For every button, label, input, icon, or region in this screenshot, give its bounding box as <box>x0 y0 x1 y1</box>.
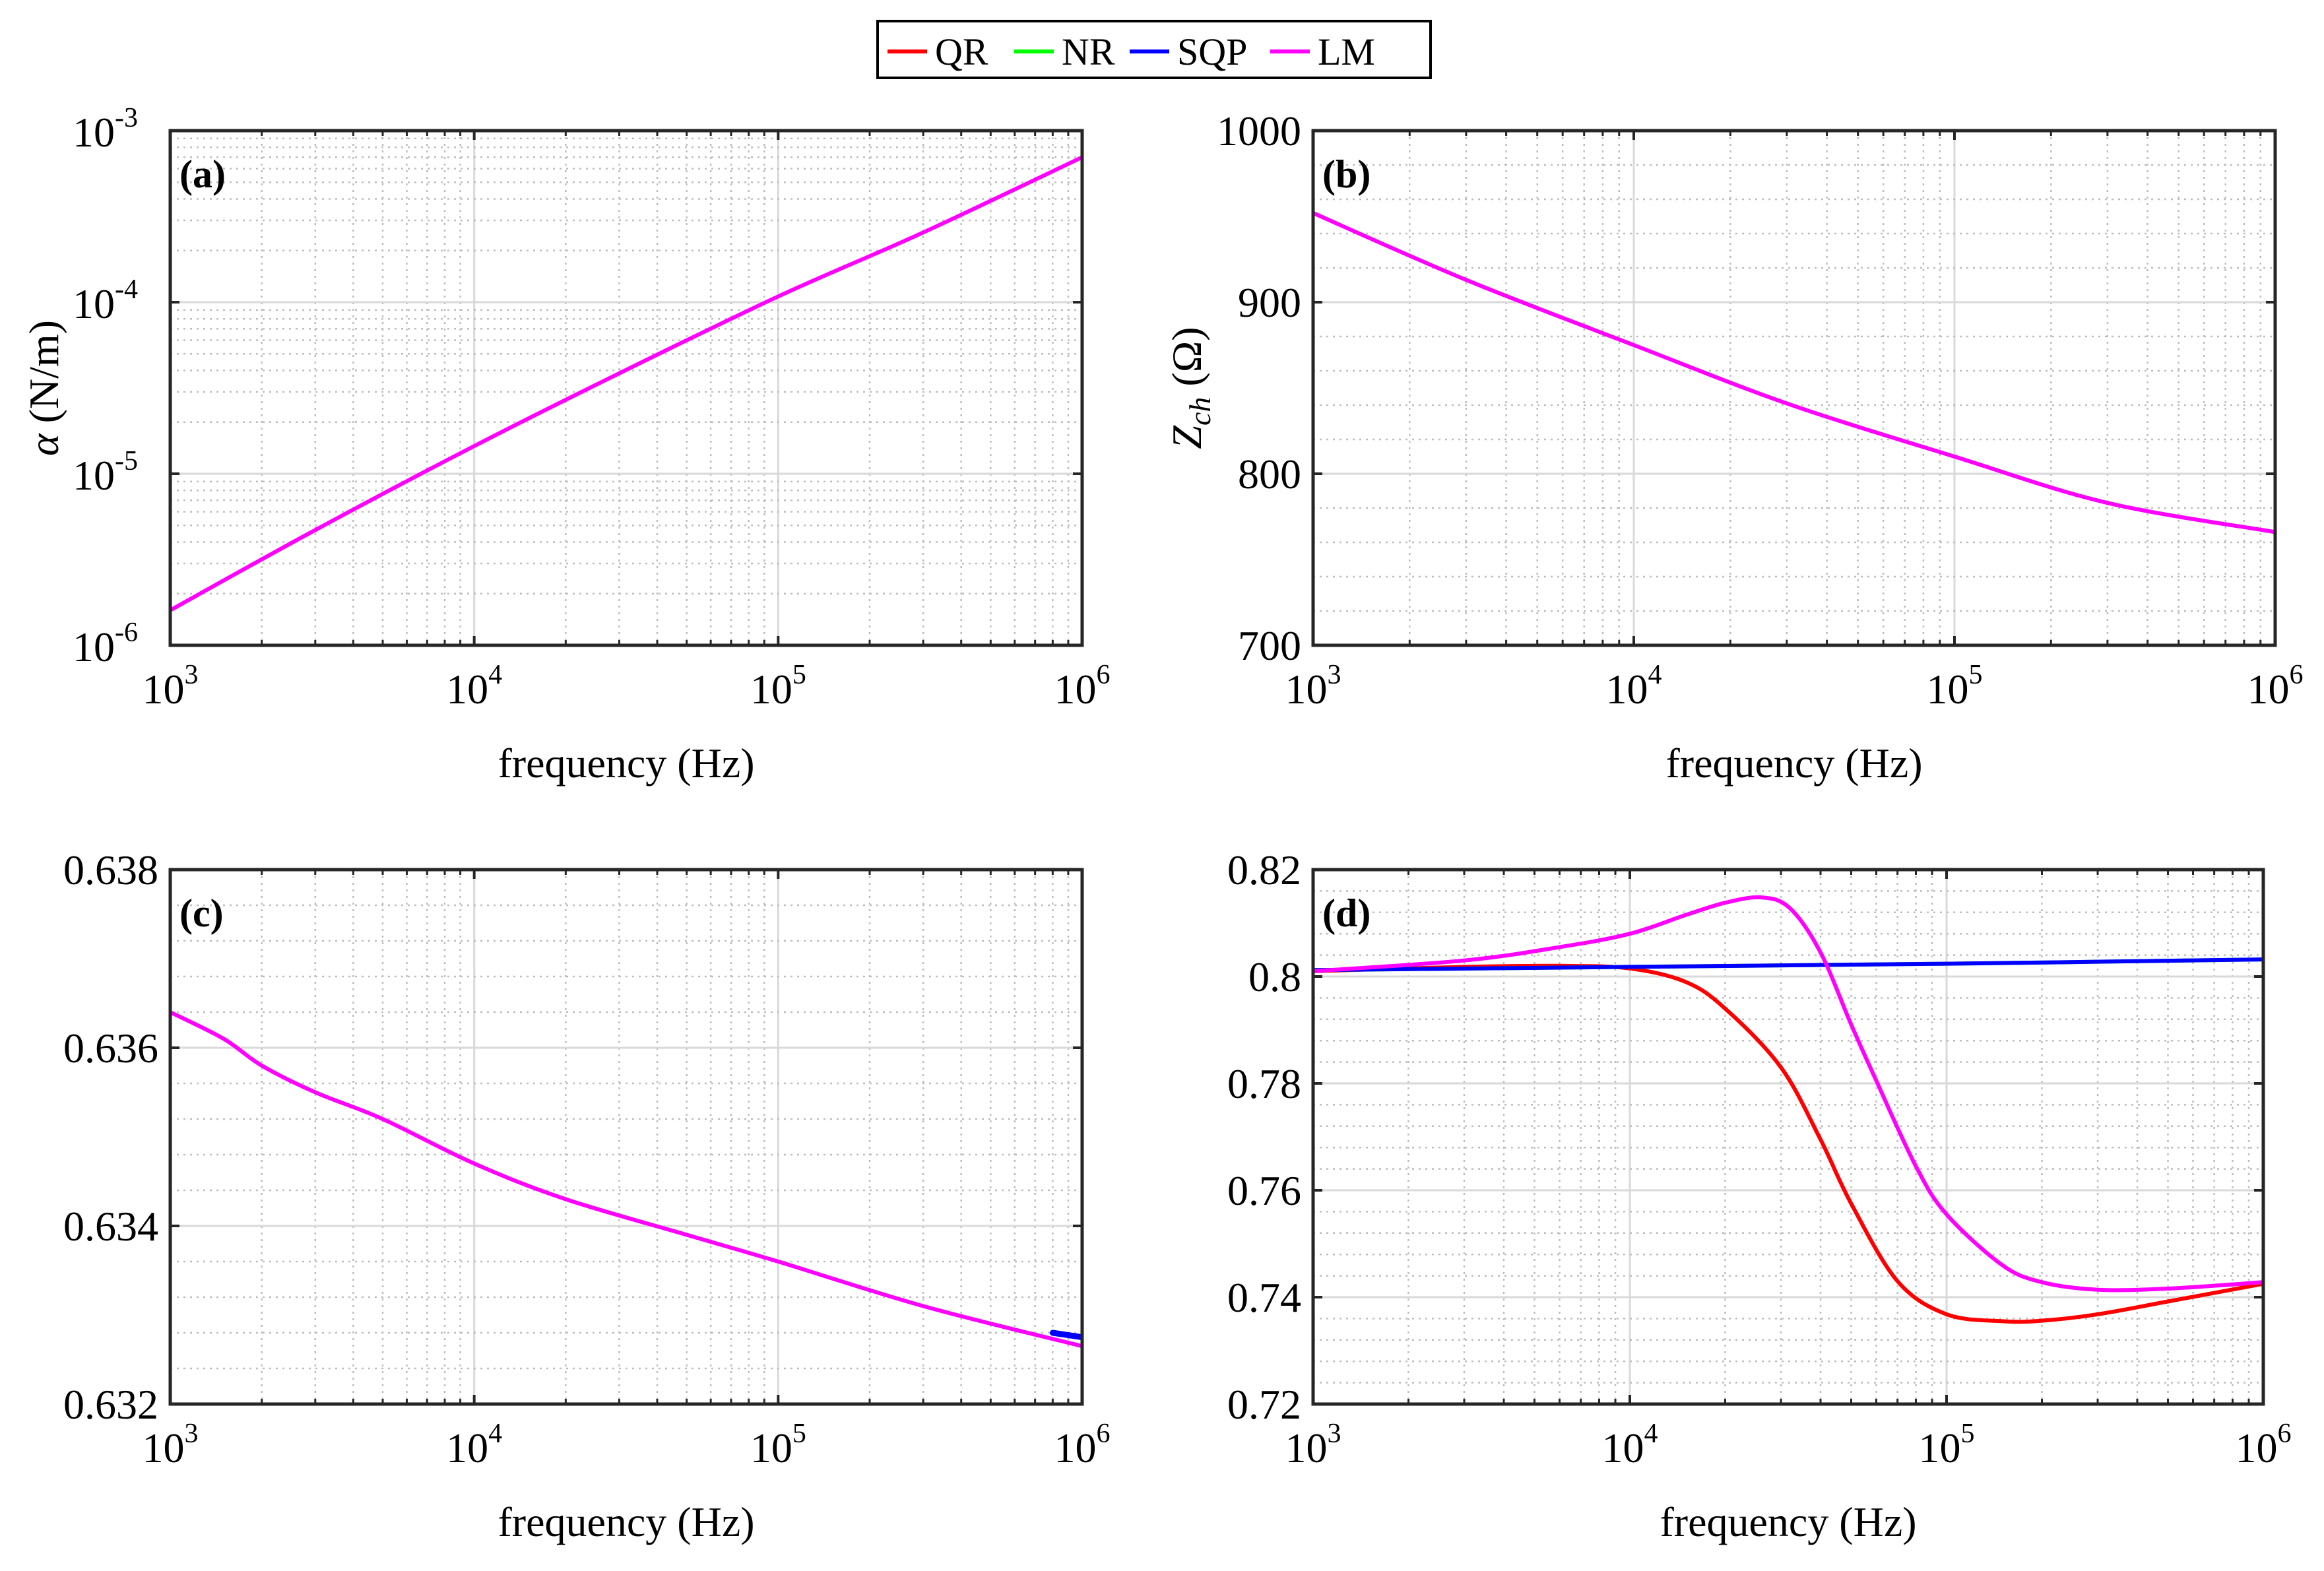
axes-frame <box>1311 868 2265 1406</box>
y-tick-label: 800 <box>1238 451 1301 497</box>
x-tick-label: 105 <box>1919 1419 1975 1471</box>
series-line-lm <box>170 1010 1082 1349</box>
plot-area <box>170 870 1082 1404</box>
y-tick-label: 0.76 <box>1227 1167 1301 1214</box>
y-tick-label: 0.74 <box>1227 1274 1301 1321</box>
axes-frame <box>1311 129 2277 647</box>
series-group <box>170 1010 1082 1349</box>
legend-label-qr: QR <box>935 30 988 73</box>
y-tick-label: 0.78 <box>1227 1060 1301 1107</box>
x-tick-label: 104 <box>1602 1419 1658 1471</box>
legend-label-nr: NR <box>1062 30 1115 73</box>
panel-label: (c) <box>179 891 224 935</box>
panel-label: (b) <box>1322 152 1371 196</box>
x-tick-label: 106 <box>1054 660 1111 713</box>
series-line-sqp <box>1049 1330 1082 1341</box>
x-tick-label: 104 <box>1606 660 1662 713</box>
x-axis-label: frequency (Hz) <box>498 740 754 786</box>
y-tick-label: 0.638 <box>63 847 158 893</box>
series-line-lm <box>1313 210 2275 534</box>
x-tick-label: 104 <box>446 1419 502 1471</box>
x-tick-label: 105 <box>750 660 806 713</box>
x-tick-label: 103 <box>1285 660 1341 713</box>
x-tick-label: 106 <box>2247 660 2304 713</box>
x-axis-label: frequency (Hz) <box>498 1498 754 1545</box>
axes-frame <box>168 868 1084 1406</box>
x-tick-label: 105 <box>750 1419 806 1471</box>
series-line-lm <box>1313 895 2263 1293</box>
grid <box>170 870 1082 1404</box>
x-tick-label: 103 <box>143 1419 199 1471</box>
x-tick-label: 103 <box>1285 1419 1341 1471</box>
y-tick-label: 0.634 <box>63 1203 158 1250</box>
series-group <box>170 155 1082 612</box>
grid <box>1313 870 2263 1404</box>
panel-c: 103 104 105 106 0.632 0.634 0.636 0.638 frequenc… <box>63 847 1111 1545</box>
y-tick-label: 0.636 <box>63 1025 158 1072</box>
y-tick-label: 700 <box>1238 622 1301 669</box>
y-tick-label: 10-3 <box>73 103 138 156</box>
y-tick-label: 10-6 <box>73 618 138 670</box>
axes-frame <box>168 129 1084 647</box>
x-tick-label: 106 <box>1054 1419 1111 1471</box>
y-tick-label: 10-5 <box>73 446 138 499</box>
y-tick-label: 0.8 <box>1248 953 1301 1000</box>
panel-d: 103 104 105 106 0.72 0.74 0.76 0.78 0.8 0.82 frequ… <box>1227 847 2292 1545</box>
plot-area <box>1313 131 2275 645</box>
y-tick-label: 0.632 <box>63 1381 158 1428</box>
panel-label: (d) <box>1322 891 1371 935</box>
x-tick-label: 105 <box>1927 660 1983 713</box>
series-line-lm <box>170 155 1082 612</box>
x-axis-label: frequency (Hz) <box>1660 1498 1916 1545</box>
y-tick-label: 0.82 <box>1227 847 1301 893</box>
y-tick-label: 10-4 <box>73 274 138 327</box>
grid <box>1313 131 2275 645</box>
y-axis-label: Zch (Ω) <box>1163 327 1217 449</box>
y-axis-label: α (N/m) <box>20 320 67 456</box>
plot-area <box>170 131 1082 645</box>
x-tick-label: 106 <box>2236 1419 2292 1471</box>
x-tick-label: 103 <box>143 660 199 713</box>
panel-a: 103 104 105 106 10-6 10-5 10-4 10-3 frequency (H… <box>20 103 1111 786</box>
legend: QR NR SQP LM <box>876 20 1432 79</box>
series-group <box>1313 210 2275 534</box>
y-tick-label: 0.72 <box>1227 1381 1301 1428</box>
legend-label-lm: LM <box>1318 30 1375 73</box>
grid <box>170 131 1082 645</box>
y-tick-label: 1000 <box>1217 108 1301 154</box>
plot-area <box>1313 870 2263 1404</box>
series-line-sqp <box>1313 957 2263 973</box>
x-axis-label: frequency (Hz) <box>1665 740 1922 786</box>
panel-label: (a) <box>179 152 226 196</box>
x-tick-label: 104 <box>446 660 502 713</box>
series-group <box>1313 895 2263 1324</box>
legend-label-sqp: SQP <box>1177 30 1247 73</box>
y-tick-label: 900 <box>1238 279 1301 326</box>
panel-b: 103 104 105 106 700 800 900 1000 frequency (Hz) Z… <box>1163 108 2304 786</box>
